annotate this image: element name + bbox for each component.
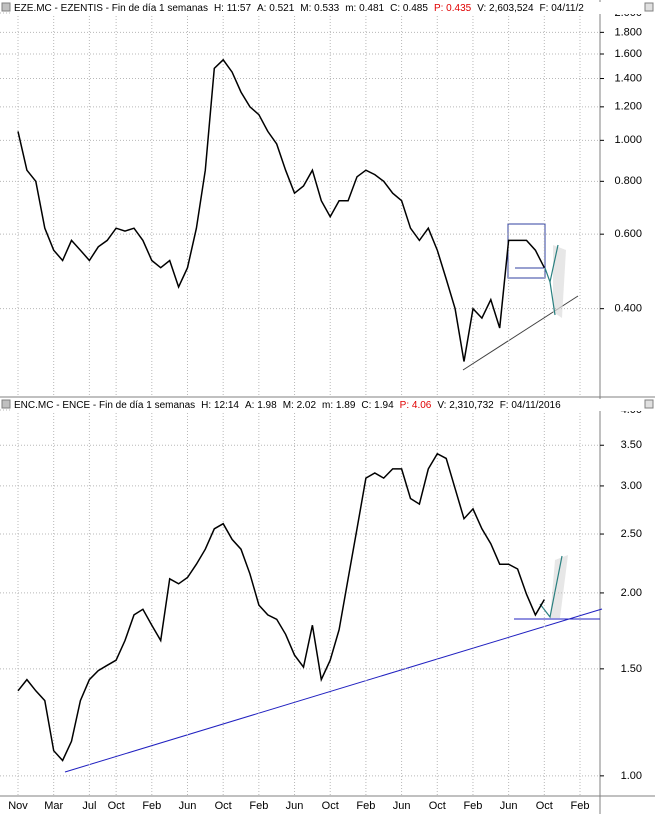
panel-icon[interactable]: [1, 2, 11, 12]
price-line: [17, 452, 545, 762]
x-tick-label: Mar: [44, 800, 63, 812]
y-tick-label: 1.200: [614, 101, 642, 113]
y-tick-label: 1.400: [614, 72, 642, 84]
y-tick-label: 1.600: [614, 48, 642, 60]
y-tick-label: 1.000: [614, 134, 642, 146]
x-tick-label: Feb: [463, 800, 482, 812]
x-tick-label: Jul: [82, 800, 96, 812]
header-stat: M: 2.02: [283, 400, 317, 411]
y-tick-label: 1.800: [614, 26, 642, 38]
x-tick-label: Oct: [215, 800, 232, 812]
panel-button[interactable]: [644, 2, 654, 12]
y-tick-label: 0.600: [614, 228, 642, 240]
plot-layer: Nov Mar Jul Oct Feb Jun Oct Feb Jun Oct Feb Jun Oct F…: [0, 2, 642, 812]
header-stat: F: 04/11/2016: [500, 400, 561, 411]
y-tick-label: 3.00: [621, 480, 642, 492]
header-stat: H: 11:57: [214, 3, 251, 14]
panel-header: [12, 2, 642, 14]
header-stat: M: 0.533: [300, 3, 339, 14]
y-tick-label: 2.50: [621, 528, 642, 540]
x-tick-label: Jun: [500, 800, 518, 812]
trendline: [64, 608, 603, 773]
panel-icon[interactable]: [1, 399, 11, 409]
header-stat: P: 0.435: [434, 3, 472, 14]
panel-title-text: EZE.MC - EZENTIS - Fin de día 1 semanas: [14, 3, 208, 14]
x-tick-label: Feb: [249, 800, 268, 812]
header-stat: A: 1.98: [245, 400, 277, 411]
x-tick-label: Feb: [571, 800, 590, 812]
header-stat: V: 2,603,524: [477, 3, 534, 14]
panel-title: ENC.MC - ENCE - Fin de día 1 semanas H: 1…: [14, 400, 561, 411]
header-stat: C: 1.94: [361, 400, 394, 411]
x-tick-label: Oct: [429, 800, 446, 812]
panel-header: [12, 399, 642, 411]
x-tick-label: Jun: [393, 800, 411, 812]
header-stat: C: 0.485: [390, 3, 428, 14]
projection-shade: [553, 245, 566, 318]
x-tick-label: Jun: [179, 800, 197, 812]
y-tick-label: 3.50: [621, 439, 642, 451]
y-tick-label: 1.50: [621, 663, 642, 675]
x-tick-label: Feb: [356, 800, 375, 812]
panel-title-text: ENC.MC - ENCE - Fin de día 1 semanas: [14, 400, 195, 411]
x-tick-label: Oct: [536, 800, 553, 812]
y-tick-label: 1.00: [621, 770, 642, 782]
x-tick-label: Feb: [142, 800, 161, 812]
price-line: [17, 58, 545, 362]
arrow: [539, 555, 563, 619]
panel-button[interactable]: [644, 399, 654, 409]
panel-title: EZE.MC - EZENTIS - Fin de día 1 semanas H…: [14, 3, 584, 14]
projection-shade: [550, 555, 568, 618]
y-tick-label: 0.400: [614, 303, 642, 315]
header-stat: H: 12:14: [201, 400, 239, 411]
x-tick-label: Jun: [286, 800, 304, 812]
header-stat: m: 0.481: [345, 3, 384, 14]
header-stat: F: 04/11/2: [540, 3, 585, 14]
x-tick-label: Nov: [8, 800, 28, 812]
header-stat: A: 0.521: [257, 3, 295, 14]
arrow: [549, 281, 556, 316]
header-stat: V: 2,310,732: [437, 400, 494, 411]
y-tick-label: 2.00: [621, 587, 642, 599]
x-tick-label: Oct: [108, 800, 125, 812]
header-stat: m: 1.89: [322, 400, 356, 411]
y-tick-label: 0.800: [614, 175, 642, 187]
header-stat: P: 4.06: [400, 400, 432, 411]
x-tick-label: Oct: [322, 800, 339, 812]
